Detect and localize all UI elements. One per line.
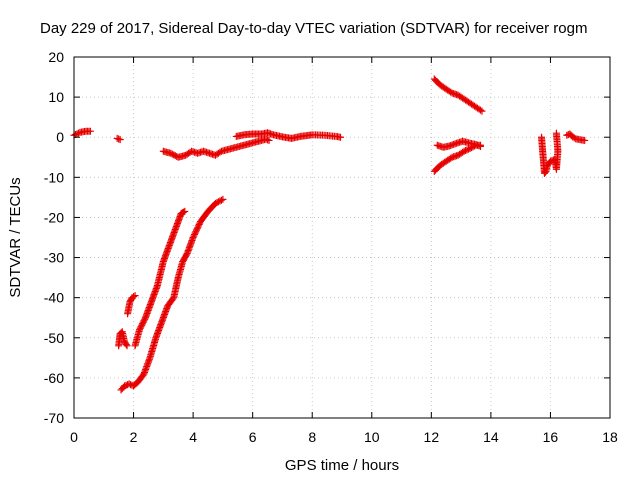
data-point xyxy=(265,136,273,144)
data-point xyxy=(463,146,471,154)
data-point xyxy=(180,208,188,216)
data-point xyxy=(219,195,227,203)
data-point xyxy=(138,320,146,328)
y-tick-label: -60 xyxy=(44,370,64,386)
data-point xyxy=(552,129,560,137)
data-point xyxy=(140,317,148,325)
x-tick-label: 6 xyxy=(249,429,257,445)
data-point xyxy=(122,340,130,348)
y-tick-label: 20 xyxy=(48,49,64,65)
data-point xyxy=(171,152,179,160)
y-tick-label: -70 xyxy=(44,410,64,426)
x-tick-label: 0 xyxy=(70,429,78,445)
data-point xyxy=(136,324,144,332)
data-point xyxy=(138,321,146,329)
data-point xyxy=(123,342,131,350)
plot-frame xyxy=(73,56,611,419)
data-point xyxy=(131,292,139,300)
data-point xyxy=(121,382,129,390)
data-point xyxy=(473,141,481,149)
data-point xyxy=(141,315,149,323)
data-point xyxy=(211,199,219,207)
data-point xyxy=(478,107,486,115)
data-point xyxy=(460,147,468,155)
data-point xyxy=(113,134,121,142)
data-point xyxy=(115,135,123,143)
chart-title: Day 229 of 2017, Sidereal Day-to-day VTE… xyxy=(40,20,587,37)
y-tick-label: -50 xyxy=(44,330,64,346)
data-point xyxy=(475,142,483,150)
y-tick-label: -10 xyxy=(44,169,64,185)
data-point xyxy=(581,136,589,144)
data-point xyxy=(170,151,178,159)
data-point xyxy=(73,130,81,138)
x-tick-label: 12 xyxy=(424,429,440,445)
data-point xyxy=(476,142,484,150)
y-tick-label: 10 xyxy=(48,89,64,105)
x-axis-label: GPS time / hours xyxy=(285,457,399,474)
y-tick-label: -40 xyxy=(44,290,64,306)
y-tick-label: 0 xyxy=(56,129,64,145)
x-tick-label: 4 xyxy=(189,429,197,445)
data-point xyxy=(139,318,147,326)
data-point xyxy=(122,381,130,389)
data-point xyxy=(447,88,455,96)
data-point xyxy=(264,136,272,144)
data-point xyxy=(465,145,473,153)
data-point xyxy=(472,140,480,148)
y-axis-label: SDTVAR / TECUs xyxy=(7,177,24,297)
x-tick-label: 8 xyxy=(308,429,316,445)
data-point xyxy=(447,154,455,162)
data-point xyxy=(181,207,189,215)
data-point xyxy=(86,127,94,135)
data-points xyxy=(70,75,589,394)
data-point xyxy=(213,199,221,207)
data-point xyxy=(459,148,467,156)
data-point xyxy=(130,293,138,301)
data-point xyxy=(74,129,82,137)
data-point xyxy=(262,135,270,143)
data-point xyxy=(476,106,484,114)
data-point xyxy=(136,326,144,334)
data-point xyxy=(337,133,345,141)
data-point xyxy=(116,136,124,144)
y-tick-label: -20 xyxy=(44,209,64,225)
axis-ticks: 0 2 4 6 8 10 12 14 16 18 20 10 0 -10 -20 -30 -40 -50 -60 -7… xyxy=(44,49,618,445)
x-tick-label: 16 xyxy=(543,429,559,445)
y-tick-label: -30 xyxy=(44,250,64,266)
data-point xyxy=(462,147,470,155)
x-tick-label: 2 xyxy=(130,429,138,445)
data-point xyxy=(137,323,145,331)
x-tick-label: 14 xyxy=(483,429,499,445)
grid-lines xyxy=(74,57,610,418)
data-point xyxy=(216,148,224,156)
x-tick-label: 18 xyxy=(602,429,618,445)
x-tick-label: 10 xyxy=(364,429,380,445)
data-point xyxy=(217,196,225,204)
data-point xyxy=(125,380,133,388)
data-point xyxy=(570,134,578,142)
data-point xyxy=(167,149,175,157)
data-point xyxy=(168,150,176,158)
data-point xyxy=(216,197,224,205)
data-point xyxy=(214,198,222,206)
